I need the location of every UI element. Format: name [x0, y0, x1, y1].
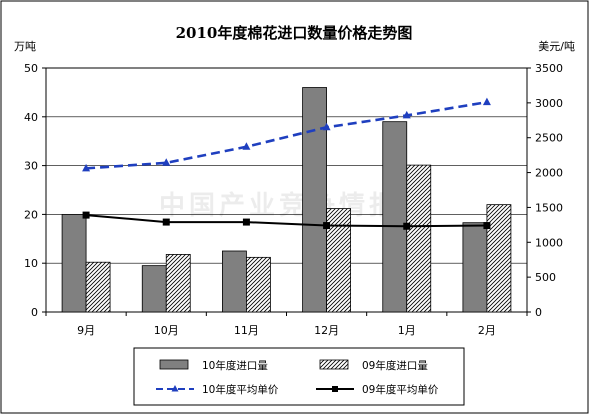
- right-tick-label: 2500: [535, 132, 563, 145]
- point-10-price: [162, 158, 171, 166]
- x-tick-label: 2月: [478, 324, 496, 337]
- point-09-price: [242, 218, 250, 226]
- left-tick-label: 50: [24, 62, 38, 75]
- legend-label: 10年度进口量: [202, 359, 268, 372]
- right-tick-label: 1000: [535, 236, 563, 249]
- point-10-price: [482, 97, 491, 106]
- left-tick-label: 30: [24, 160, 38, 173]
- legend-swatch: [319, 359, 349, 370]
- legend-marker: [332, 386, 338, 392]
- right-tick-label: 2000: [535, 167, 563, 180]
- point-09-price: [162, 218, 170, 226]
- point-10-price: [82, 163, 91, 172]
- x-tick-label: 1月: [398, 324, 416, 337]
- watermark-text: 中国产业竞争情报网: [159, 190, 429, 221]
- legend-swatch: [159, 359, 189, 370]
- x-tick-label: 10月: [154, 324, 179, 337]
- legend-box: [133, 347, 465, 406]
- point-10-price: [242, 142, 251, 150]
- bar-09-import: [246, 256, 271, 313]
- x-tick-label: 12月: [314, 324, 339, 337]
- right-tick-label: 0: [535, 306, 542, 319]
- right-tick-label: 3500: [535, 62, 563, 75]
- point-10-price: [322, 122, 331, 131]
- bar-10-import: [382, 121, 408, 313]
- point-09-price: [323, 222, 331, 230]
- right-tick-label: 3000: [535, 97, 563, 110]
- bar-09-import: [326, 208, 351, 313]
- right-tick-label: 1500: [535, 201, 563, 214]
- left-tick-label: 10: [24, 257, 38, 270]
- left-tick-label: 40: [24, 111, 38, 124]
- line-10-price: [85, 100, 488, 170]
- bar-10-import: [141, 265, 167, 313]
- bar-10-import: [462, 222, 488, 313]
- legend-label: 09年度平均单价: [362, 383, 439, 396]
- bar-09-import: [406, 164, 432, 313]
- bar-10-import: [302, 87, 327, 313]
- left-tick-label: 0: [31, 306, 38, 319]
- chart-title: 2010年度棉花进口数量价格走势图: [176, 24, 413, 42]
- point-09-price: [403, 222, 411, 230]
- point-09-price: [82, 211, 90, 219]
- point-10-price: [402, 110, 411, 119]
- legend-marker: [171, 385, 179, 392]
- bar-10-import: [222, 250, 247, 313]
- lines-layer: [82, 97, 491, 230]
- legend-label: 09年度进口量: [362, 359, 428, 372]
- right-axis-label: 美元/吨: [538, 40, 575, 53]
- bar-09-import: [486, 204, 512, 313]
- bar-09-import: [85, 261, 111, 313]
- x-tick-label: 11月: [234, 324, 259, 337]
- left-axis-label: 万吨: [14, 40, 36, 53]
- legend: 10年度进口量 09年度进口量 10年度平均单价 09年度平均单价: [133, 347, 465, 406]
- right-tick-label: 500: [535, 271, 556, 284]
- left-tick-label: 20: [24, 208, 38, 221]
- bar-10-import: [61, 213, 87, 313]
- axes-layer: 0102030405005001000150020002500300035009…: [24, 62, 563, 337]
- bar-09-import: [165, 254, 191, 313]
- line-09-price: [85, 214, 487, 228]
- point-09-price: [483, 222, 491, 230]
- bars-layer: [61, 87, 512, 313]
- legend-label: 10年度平均单价: [202, 383, 279, 396]
- x-tick-label: 9月: [77, 324, 95, 337]
